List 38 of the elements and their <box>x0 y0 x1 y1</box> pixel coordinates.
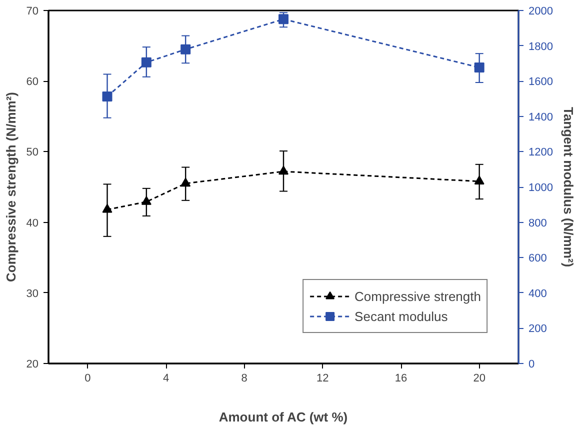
point <box>474 176 484 184</box>
x-tick-label: 0 <box>84 372 91 384</box>
x-axis-title: Amount of AC (wt %) <box>218 410 348 424</box>
y2-tick-label: 0 <box>528 358 535 370</box>
y-tick-label: 20 <box>26 358 39 370</box>
y2-axis-title: Tangent modulus (N/mm²) <box>560 106 576 268</box>
y-tick-label: 30 <box>26 288 39 300</box>
point <box>474 62 484 73</box>
point <box>141 57 152 68</box>
y2-tick-label: 1200 <box>528 146 553 159</box>
point <box>141 196 152 205</box>
point <box>180 44 191 54</box>
x-tick-label: 8 <box>241 372 248 384</box>
x-tick-label: 20 <box>473 372 486 384</box>
legend-label: Secant modulus <box>354 308 448 324</box>
y2-tick-label: 1400 <box>528 111 553 124</box>
x-tick-label: 16 <box>394 372 408 384</box>
point <box>278 166 288 175</box>
y-tick-label: 50 <box>26 146 39 159</box>
point <box>180 178 191 187</box>
y-tick-label: 60 <box>26 76 39 88</box>
y2-tick-label: 600 <box>528 252 547 265</box>
point <box>278 14 288 24</box>
y-tick-label: 70 <box>26 6 39 18</box>
x-tick-label: 4 <box>162 372 170 384</box>
y2-tick-label: 800 <box>528 217 547 230</box>
y2-tick-label: 1800 <box>528 40 553 53</box>
point <box>102 91 112 102</box>
legend-label: Compressive strength <box>354 288 481 304</box>
y2-tick-label: 400 <box>528 288 547 300</box>
x-tick-label: 12 <box>316 372 329 384</box>
y2-tick-label: 200 <box>528 323 547 336</box>
y-tick-label: 40 <box>26 217 39 230</box>
point <box>102 204 112 213</box>
y2-tick-label: 1000 <box>528 182 553 194</box>
y2-tick-label: 1600 <box>528 76 553 88</box>
y-axis-title: Compressive strength (N/mm²) <box>3 92 18 282</box>
y2-tick-label: 2000 <box>528 6 553 18</box>
